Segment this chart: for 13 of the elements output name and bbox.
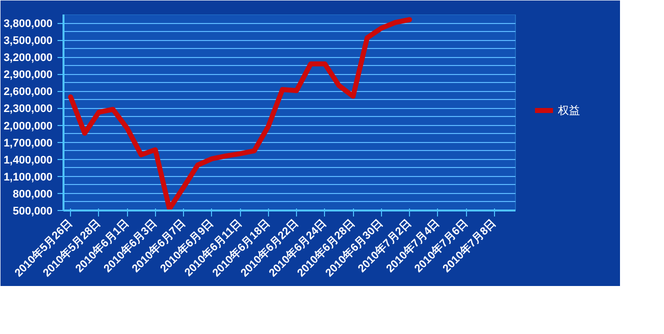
y-tick-label: 2,600,000 [4, 86, 52, 98]
y-tick-label: 2,900,000 [4, 69, 52, 82]
y-tick-label: 1,700,000 [4, 137, 52, 150]
y-tick-label: 2,300,000 [4, 103, 52, 116]
y-tick-label: 1,400,000 [4, 154, 52, 166]
y-tick-label: 3,200,000 [4, 52, 52, 64]
legend-label: 权益 [558, 104, 580, 118]
y-tick-label: 2,000,000 [4, 120, 52, 132]
y-tick-label: 3,500,000 [4, 35, 52, 48]
y-tick-label: 500,000 [12, 206, 53, 218]
y-tick-label: 800,000 [12, 188, 53, 200]
y-tick-label: 1,100,000 [4, 171, 52, 184]
y-tick-label: 3,800,000 [4, 18, 52, 30]
